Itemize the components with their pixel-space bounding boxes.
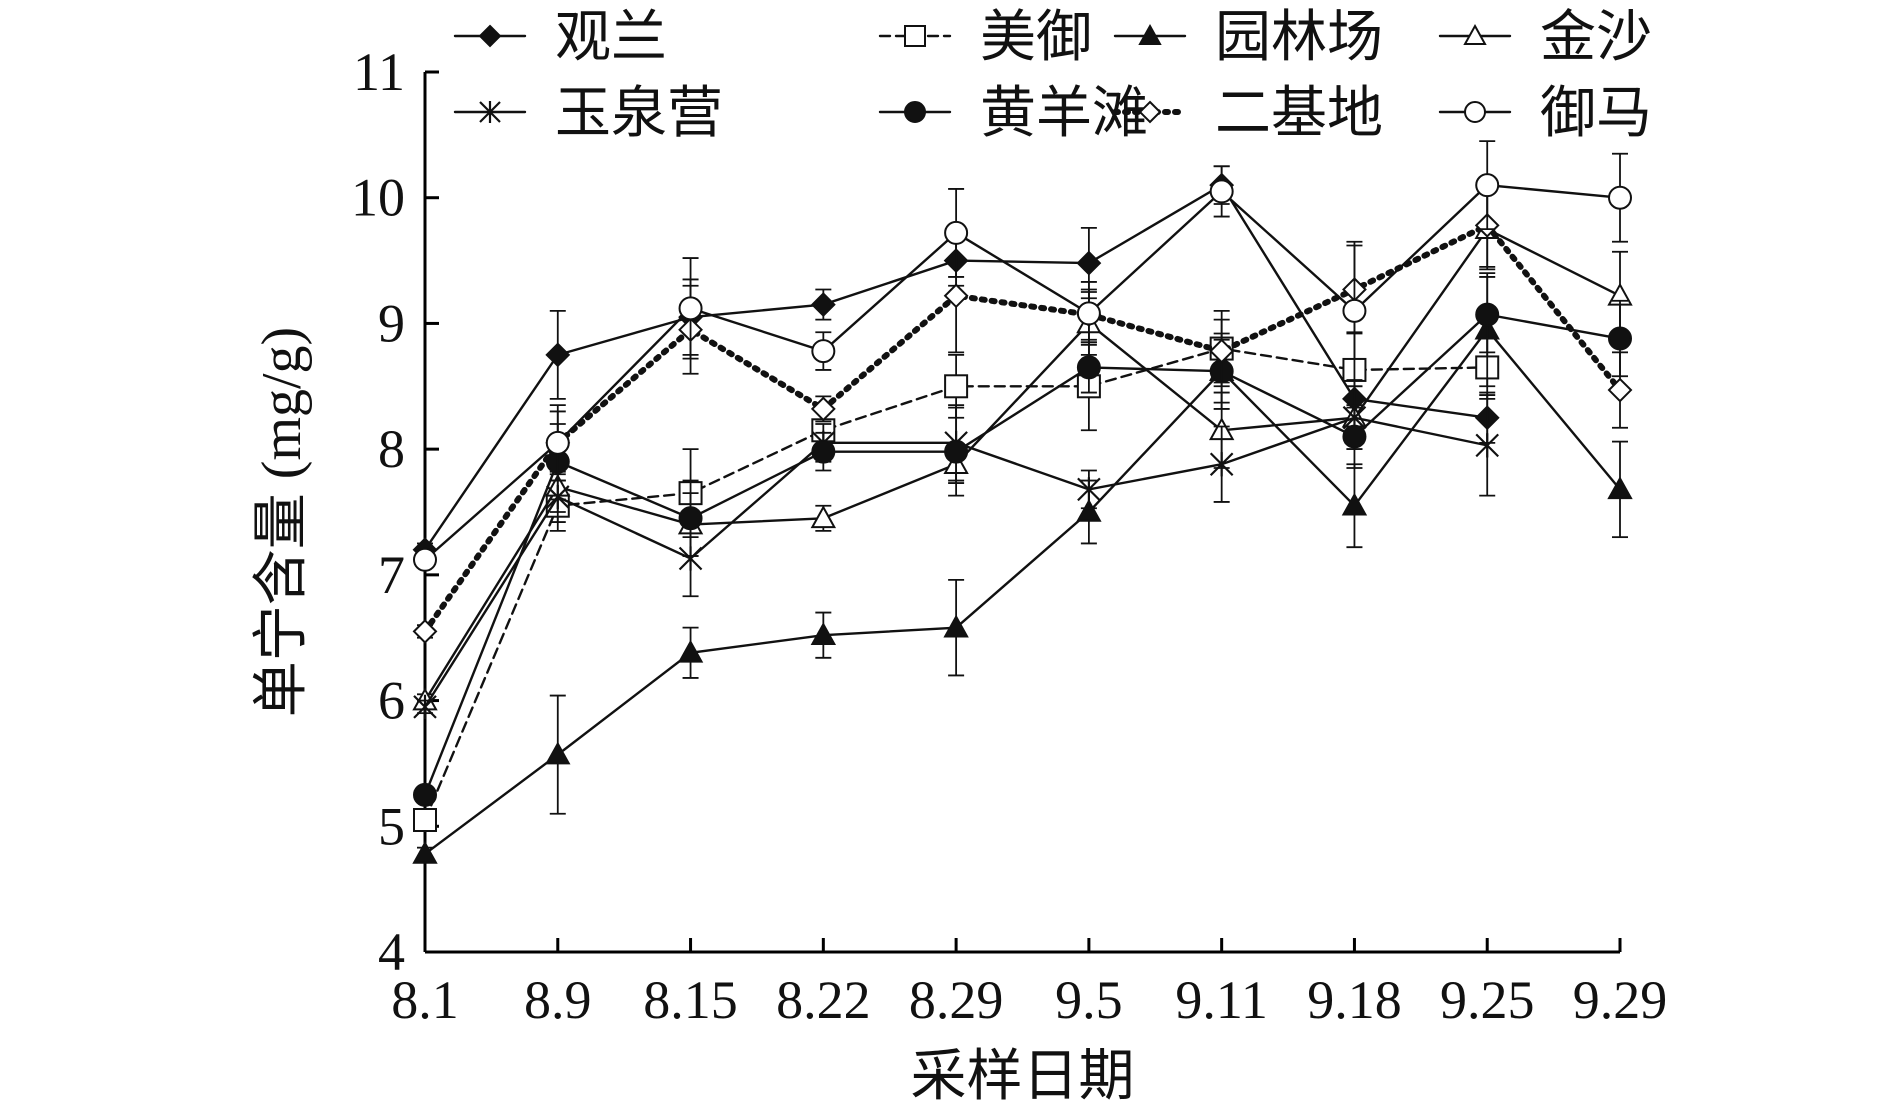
legend-item-6-marker [904, 101, 926, 123]
series-7-line [422, 221, 1623, 635]
y-tick-label: 9 [378, 293, 405, 353]
y-tick-label: 7 [378, 545, 405, 605]
series-1-point [810, 292, 836, 317]
series-3-point [810, 622, 837, 645]
x-tick-label: 8.29 [909, 970, 1004, 1030]
series-8-point [413, 547, 437, 572]
legend-item-5-label: 玉泉营 [555, 83, 723, 145]
series-7-point [412, 619, 438, 644]
series-5-point [1475, 433, 1499, 458]
series-7-point [943, 283, 969, 309]
legend-item-8-marker [1464, 101, 1486, 123]
series-6-point [1076, 355, 1101, 380]
series-5-point [413, 694, 437, 719]
x-tick-label: 8.22 [776, 970, 871, 1030]
series-8-point [1076, 301, 1101, 326]
series-7-point [1209, 338, 1235, 364]
series-8-line [423, 183, 1622, 561]
series-3-point [1076, 498, 1102, 522]
series-8-point [545, 430, 570, 455]
legend-item-1-marker [478, 24, 502, 48]
series-5-point [1209, 452, 1234, 477]
series-3-point [412, 840, 438, 864]
series-7-point [810, 396, 836, 422]
series-6-point [1608, 326, 1632, 351]
x-tick-label: 8.1 [391, 970, 459, 1030]
series-2-point [944, 374, 969, 399]
y-tick-label: 10 [351, 168, 405, 228]
legend-item-3-label: 园林场 [1215, 7, 1383, 69]
y-axis-title: 单宁含量 (mg/g) [251, 327, 313, 717]
x-axis-title: 采样日期 [911, 1046, 1135, 1108]
series-3-line [423, 327, 1622, 856]
legend-item-2-label: 美御 [980, 7, 1092, 69]
series-6-line [423, 313, 1622, 797]
series-3-point [943, 614, 969, 638]
x-tick-label: 8.15 [643, 970, 738, 1030]
legend-item-2-marker [904, 25, 926, 47]
series-1-point [1076, 250, 1102, 276]
legend-item-5-marker [479, 101, 501, 123]
series-8-point [1209, 179, 1234, 204]
series-6-point [1342, 424, 1367, 449]
x-tick-label: 9.18 [1307, 970, 1402, 1030]
series-6-point [678, 506, 703, 531]
x-tick-label: 9.5 [1055, 970, 1123, 1030]
series-8-point [811, 339, 836, 364]
x-tick-label: 9.29 [1573, 970, 1668, 1030]
y-tick-label: 8 [378, 419, 405, 479]
legend-item-8-label: 御马 [1540, 83, 1652, 145]
series-5-point [1077, 477, 1101, 502]
series-8-point [1608, 185, 1632, 210]
x-tick-label: 9.11 [1175, 970, 1268, 1030]
series-6-point [811, 439, 836, 464]
series-4-point [810, 505, 837, 529]
series-4-line [423, 227, 1622, 702]
series-6-point [944, 439, 969, 464]
series-3-point [1607, 476, 1633, 500]
legend-item-3-marker [1138, 23, 1162, 45]
legend-item-7-marker [1138, 100, 1162, 124]
series-1-point [545, 342, 571, 368]
series-8-point [944, 220, 969, 245]
series-6-point [1475, 302, 1500, 327]
legend-item-4-marker [1463, 23, 1487, 45]
series-3-point [545, 741, 571, 765]
series-6-point [413, 782, 437, 807]
legend-item-1-label: 观兰 [555, 7, 667, 69]
series-8-point [1475, 173, 1500, 198]
y-tick-label: 6 [378, 671, 405, 731]
series-7-point [1607, 377, 1633, 403]
y-tick-label: 5 [378, 796, 405, 856]
y-tick-label: 11 [353, 42, 405, 102]
series-3-point [1341, 492, 1368, 516]
x-tick-label: 9.25 [1440, 970, 1535, 1030]
series-2-point [413, 808, 437, 832]
legend-item-4-label: 金沙 [1540, 7, 1652, 69]
series-8-point [678, 296, 703, 321]
y-tick-label: 4 [378, 922, 405, 982]
x-tick-label: 8.9 [524, 970, 592, 1030]
series-3-point [677, 639, 704, 663]
legend-item-7-label: 二基地 [1215, 83, 1383, 145]
series-8-point [1342, 298, 1367, 323]
